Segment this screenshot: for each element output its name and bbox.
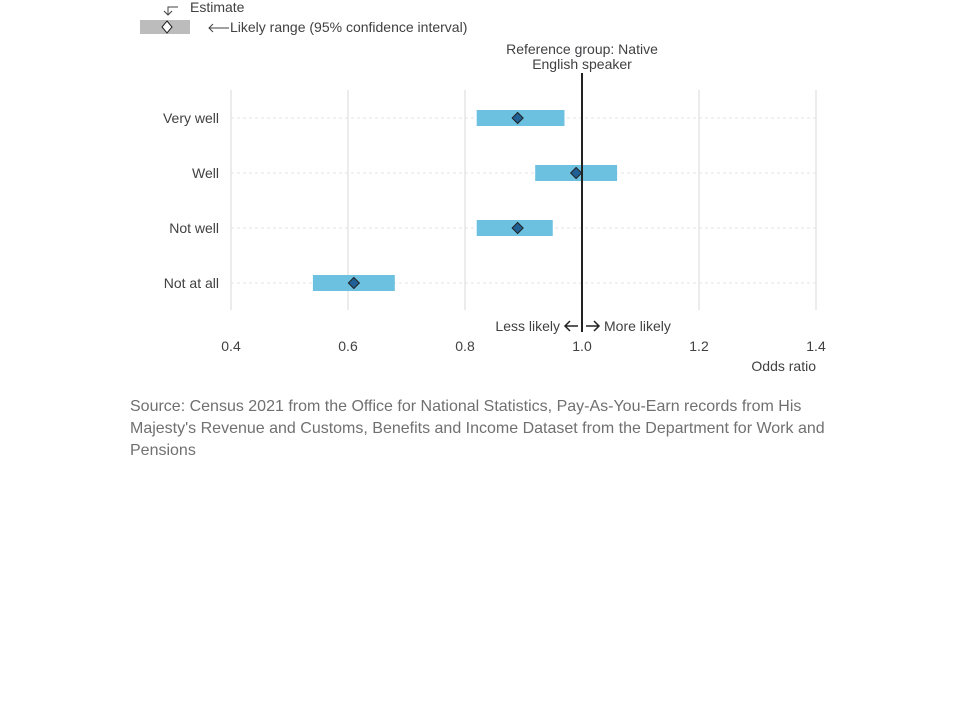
category-label: Not well — [169, 220, 219, 236]
category-label: Well — [192, 165, 219, 181]
legend: Estimate Likely range (95% confidence in… — [140, 0, 467, 35]
estimate-marker — [347, 276, 361, 290]
estimate-marker — [511, 111, 524, 125]
estimate-marker — [569, 166, 583, 180]
x-tick-label: 1.4 — [806, 338, 826, 354]
more-likely-arrow — [586, 320, 601, 332]
estimate-markers — [347, 111, 583, 290]
forest-plot: Estimate Likely range (95% confidence in… — [140, 0, 826, 374]
source-note: Source: Census 2021 from the Office for … — [130, 398, 825, 459]
x-tick-label: 0.4 — [221, 338, 241, 354]
category-label: Not at all — [164, 275, 219, 291]
category-label: Very well — [163, 110, 219, 126]
gridlines — [230, 90, 817, 310]
x-tick-labels: 0.4 0.6 0.8 1.0 1.2 1.4 — [221, 338, 826, 354]
x-tick-label: 1.2 — [689, 338, 709, 354]
category-labels: Very well Well Not well Not at all — [163, 110, 219, 291]
less-likely-label: Less likely — [495, 318, 560, 334]
legend-estimate-marker — [161, 20, 173, 34]
x-tick-label: 0.8 — [455, 338, 475, 354]
estimate-pointer-arrow — [163, 6, 178, 16]
range-pointer-arrow — [208, 23, 229, 33]
x-tick-label: 0.6 — [338, 338, 358, 354]
less-likely-arrow — [563, 320, 578, 332]
reference-label-line1: Reference group: Native — [506, 41, 658, 57]
reference-label-line2: English speaker — [532, 56, 632, 72]
x-axis-title: Odds ratio — [751, 358, 816, 374]
more-likely-label: More likely — [604, 318, 671, 334]
legend-range-label: Likely range (95% confidence interval) — [230, 19, 467, 35]
estimate-marker — [511, 221, 524, 235]
legend-estimate-label: Estimate — [190, 0, 245, 15]
row-guides — [231, 117, 816, 284]
x-tick-label: 1.0 — [572, 338, 592, 354]
